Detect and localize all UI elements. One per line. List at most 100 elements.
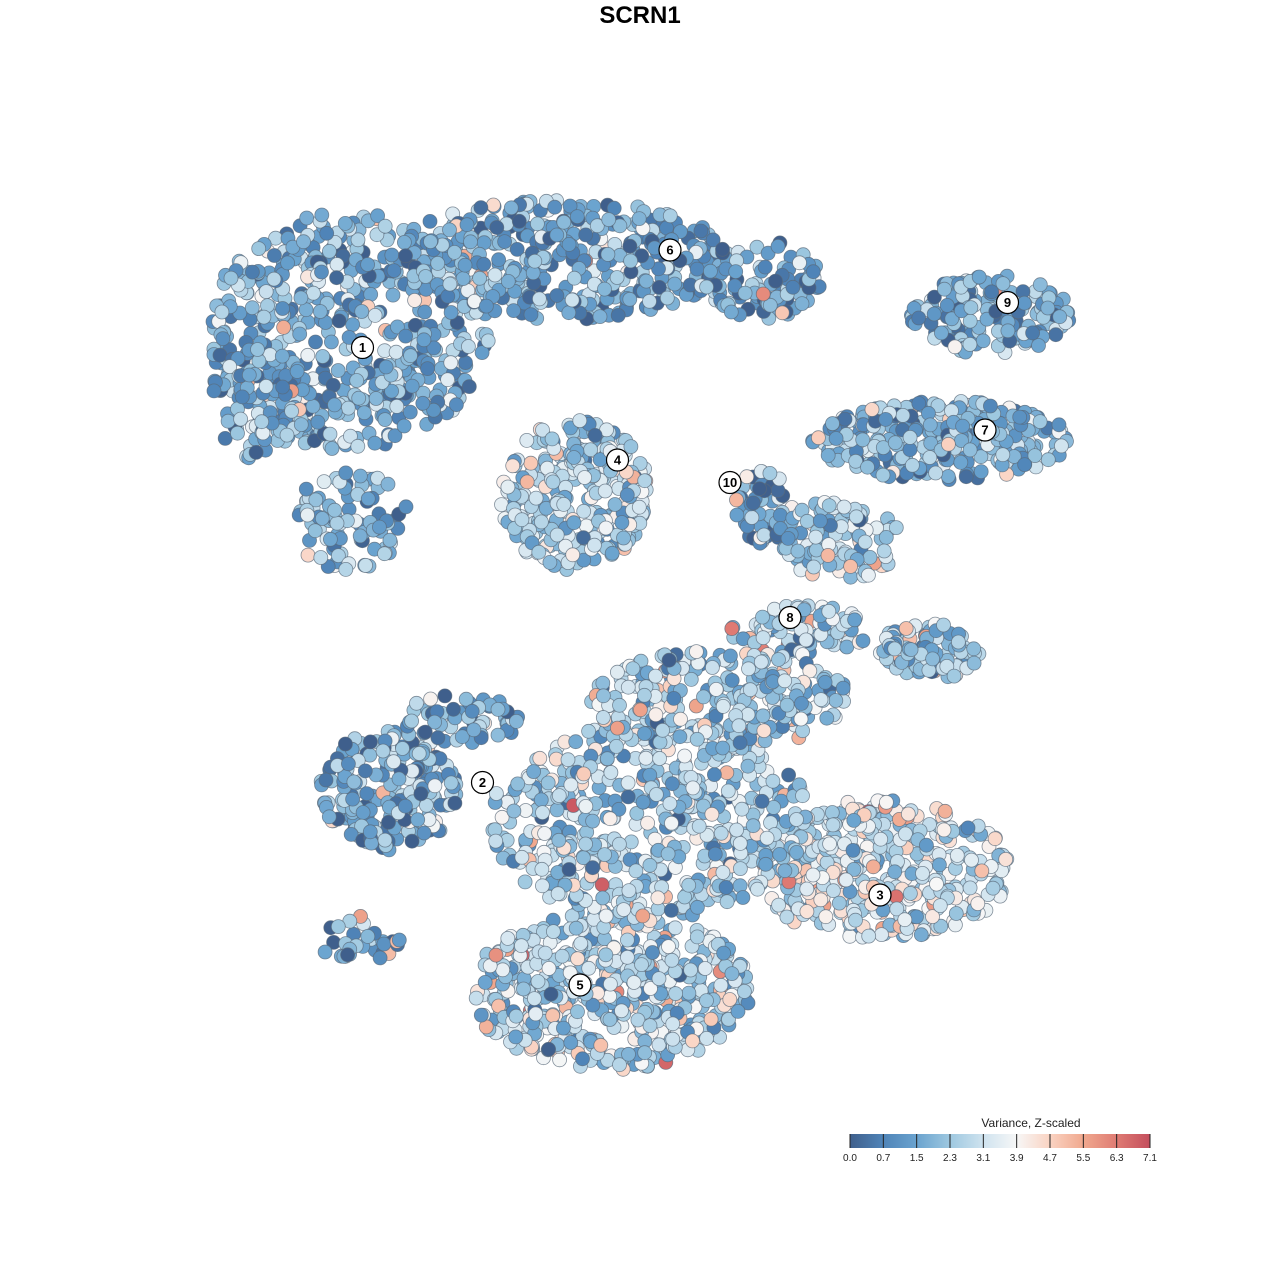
cell-point bbox=[621, 883, 637, 898]
cell-point bbox=[1032, 414, 1048, 430]
cluster-label-text: 6 bbox=[666, 243, 673, 258]
cell-point bbox=[781, 767, 796, 783]
cell-point bbox=[752, 481, 767, 497]
cell-point bbox=[729, 507, 745, 523]
cell-point bbox=[398, 328, 414, 344]
cell-point bbox=[500, 479, 516, 495]
cell-point bbox=[384, 383, 400, 399]
cell-point bbox=[537, 826, 552, 841]
cell-point bbox=[540, 775, 556, 791]
cluster-label-text: 10 bbox=[723, 475, 737, 490]
cell-point bbox=[321, 243, 337, 259]
cell-point bbox=[696, 689, 711, 705]
cell-point bbox=[314, 511, 330, 526]
cell-point bbox=[652, 751, 667, 766]
cell-point bbox=[251, 241, 267, 257]
cell-point bbox=[987, 831, 1003, 847]
cell-point bbox=[860, 459, 875, 475]
cell-point bbox=[566, 270, 582, 286]
cell-point bbox=[545, 474, 561, 490]
cell-point bbox=[378, 359, 394, 375]
cell-point bbox=[423, 234, 438, 250]
cell-point bbox=[667, 920, 683, 936]
cell-point bbox=[330, 919, 346, 934]
cell-point bbox=[960, 820, 976, 836]
cell-point bbox=[254, 414, 270, 430]
legend-tick-label: 0.0 bbox=[843, 1153, 857, 1164]
cell-point bbox=[314, 207, 330, 223]
cell-point bbox=[549, 527, 565, 543]
cell-point bbox=[620, 775, 636, 791]
cell-point bbox=[770, 238, 786, 254]
cell-point bbox=[855, 633, 871, 649]
cell-point bbox=[256, 309, 272, 325]
cell-point bbox=[1040, 452, 1056, 468]
cell-point bbox=[755, 609, 770, 625]
cell-point bbox=[693, 223, 709, 239]
cell-point bbox=[322, 531, 338, 547]
cell-point bbox=[565, 547, 581, 563]
cell-point bbox=[275, 379, 291, 395]
cell-point bbox=[389, 398, 405, 414]
cell-point bbox=[948, 906, 964, 921]
cell-point bbox=[578, 799, 594, 814]
cell-point bbox=[488, 833, 504, 849]
cell-point bbox=[578, 227, 594, 243]
cell-point bbox=[855, 432, 871, 448]
cell-point bbox=[631, 499, 647, 515]
cell-point bbox=[849, 509, 864, 525]
cell-point bbox=[741, 661, 756, 677]
cell-point bbox=[616, 530, 631, 546]
cell-point bbox=[936, 617, 951, 633]
cell-point bbox=[244, 300, 260, 316]
cell-point bbox=[581, 723, 596, 739]
cell-point bbox=[473, 1007, 489, 1023]
cell-point bbox=[715, 740, 731, 756]
cell-point bbox=[754, 793, 770, 809]
cell-point bbox=[664, 815, 679, 831]
cell-point bbox=[604, 545, 620, 561]
cell-point bbox=[327, 502, 343, 518]
cell-point bbox=[552, 1052, 567, 1068]
cell-point bbox=[316, 474, 332, 490]
cell-point bbox=[821, 604, 837, 619]
cell-point bbox=[357, 763, 373, 779]
cell-point bbox=[415, 395, 431, 411]
cluster-label-text: 4 bbox=[614, 453, 622, 468]
cell-point bbox=[324, 441, 340, 456]
cell-point bbox=[448, 397, 464, 413]
cell-point bbox=[689, 261, 705, 277]
cell-point bbox=[331, 313, 347, 329]
cell-point bbox=[506, 303, 521, 319]
cell-point bbox=[506, 803, 522, 819]
cell-point bbox=[685, 1033, 700, 1049]
cell-point bbox=[720, 783, 736, 799]
cell-point bbox=[932, 857, 947, 873]
cell-point bbox=[757, 259, 773, 275]
cell-point bbox=[466, 722, 482, 738]
cell-point bbox=[206, 383, 222, 399]
cell-point bbox=[610, 307, 626, 323]
cell-point bbox=[622, 238, 638, 254]
cell-point bbox=[1052, 309, 1068, 325]
cell-point bbox=[472, 270, 488, 286]
cell-point bbox=[828, 693, 844, 708]
cell-point bbox=[443, 355, 459, 371]
cell-point bbox=[633, 702, 648, 718]
cell-point bbox=[887, 435, 903, 451]
cell-point bbox=[873, 831, 889, 847]
cell-point bbox=[707, 846, 723, 862]
cell-point bbox=[476, 256, 492, 272]
cell-point bbox=[847, 612, 862, 628]
cell-point bbox=[963, 300, 979, 316]
cell-point bbox=[442, 276, 458, 292]
cell-point bbox=[826, 883, 841, 899]
cell-point bbox=[443, 775, 459, 791]
cell-point bbox=[681, 985, 697, 1001]
cell-point bbox=[634, 957, 649, 972]
cell-point bbox=[876, 543, 892, 559]
cell-point bbox=[587, 537, 602, 553]
cell-point bbox=[523, 307, 539, 323]
cell-point bbox=[903, 642, 919, 657]
